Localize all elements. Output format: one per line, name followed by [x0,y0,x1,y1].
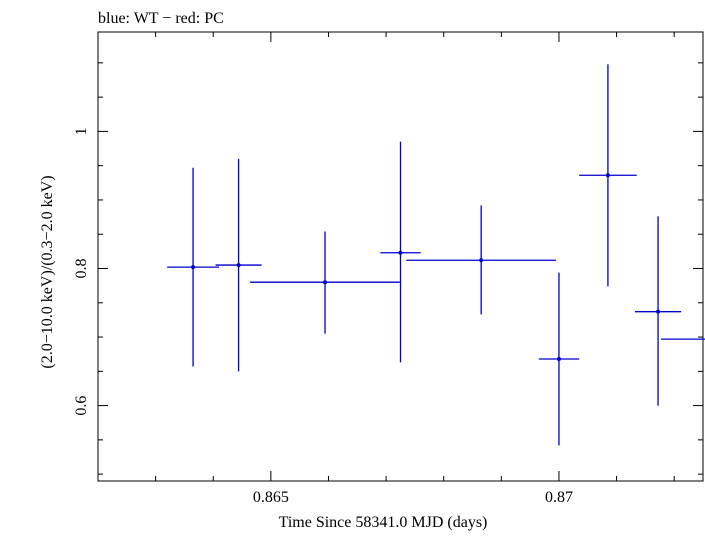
y-tick-label: 0.8 [73,258,90,278]
data-marker [605,173,610,178]
plot-frame [97,31,704,482]
data-point-6 [538,272,580,446]
data-marker [323,280,328,285]
x-tick-label: 0.865 [253,489,289,506]
data-point-3 [250,231,400,334]
y-tick-labels: 0.6 0.8 1 [73,127,90,415]
data-marker [656,309,661,314]
major-ticks [98,32,703,481]
x-tick-label: 0.87 [545,489,573,506]
y-tick-label: 1 [73,127,90,135]
data-point-4 [380,141,421,363]
data-marker [191,265,196,270]
minor-ticks [97,32,703,481]
data-point-5 [406,205,557,315]
y-axis-label: (2.0−10.0 keV)/(0.3−2.0 keV) [39,175,56,368]
data-marker [479,258,484,263]
x-axis-label: Time Since 58341.0 MJD (days) [279,514,488,531]
x-tick-labels: 0.865 0.87 [253,489,573,506]
chart-title: blue: WT − red: PC [98,10,224,27]
data-point-8 [635,216,682,406]
data-marker [398,250,403,255]
data-point-1 [167,167,219,367]
data-marker [236,263,241,268]
data-point-7 [579,64,637,287]
data-point-2 [215,158,262,372]
y-tick-label: 0.6 [73,396,90,416]
data-point-9 [660,338,705,340]
data-marker [556,356,561,361]
data-marks [167,64,705,446]
